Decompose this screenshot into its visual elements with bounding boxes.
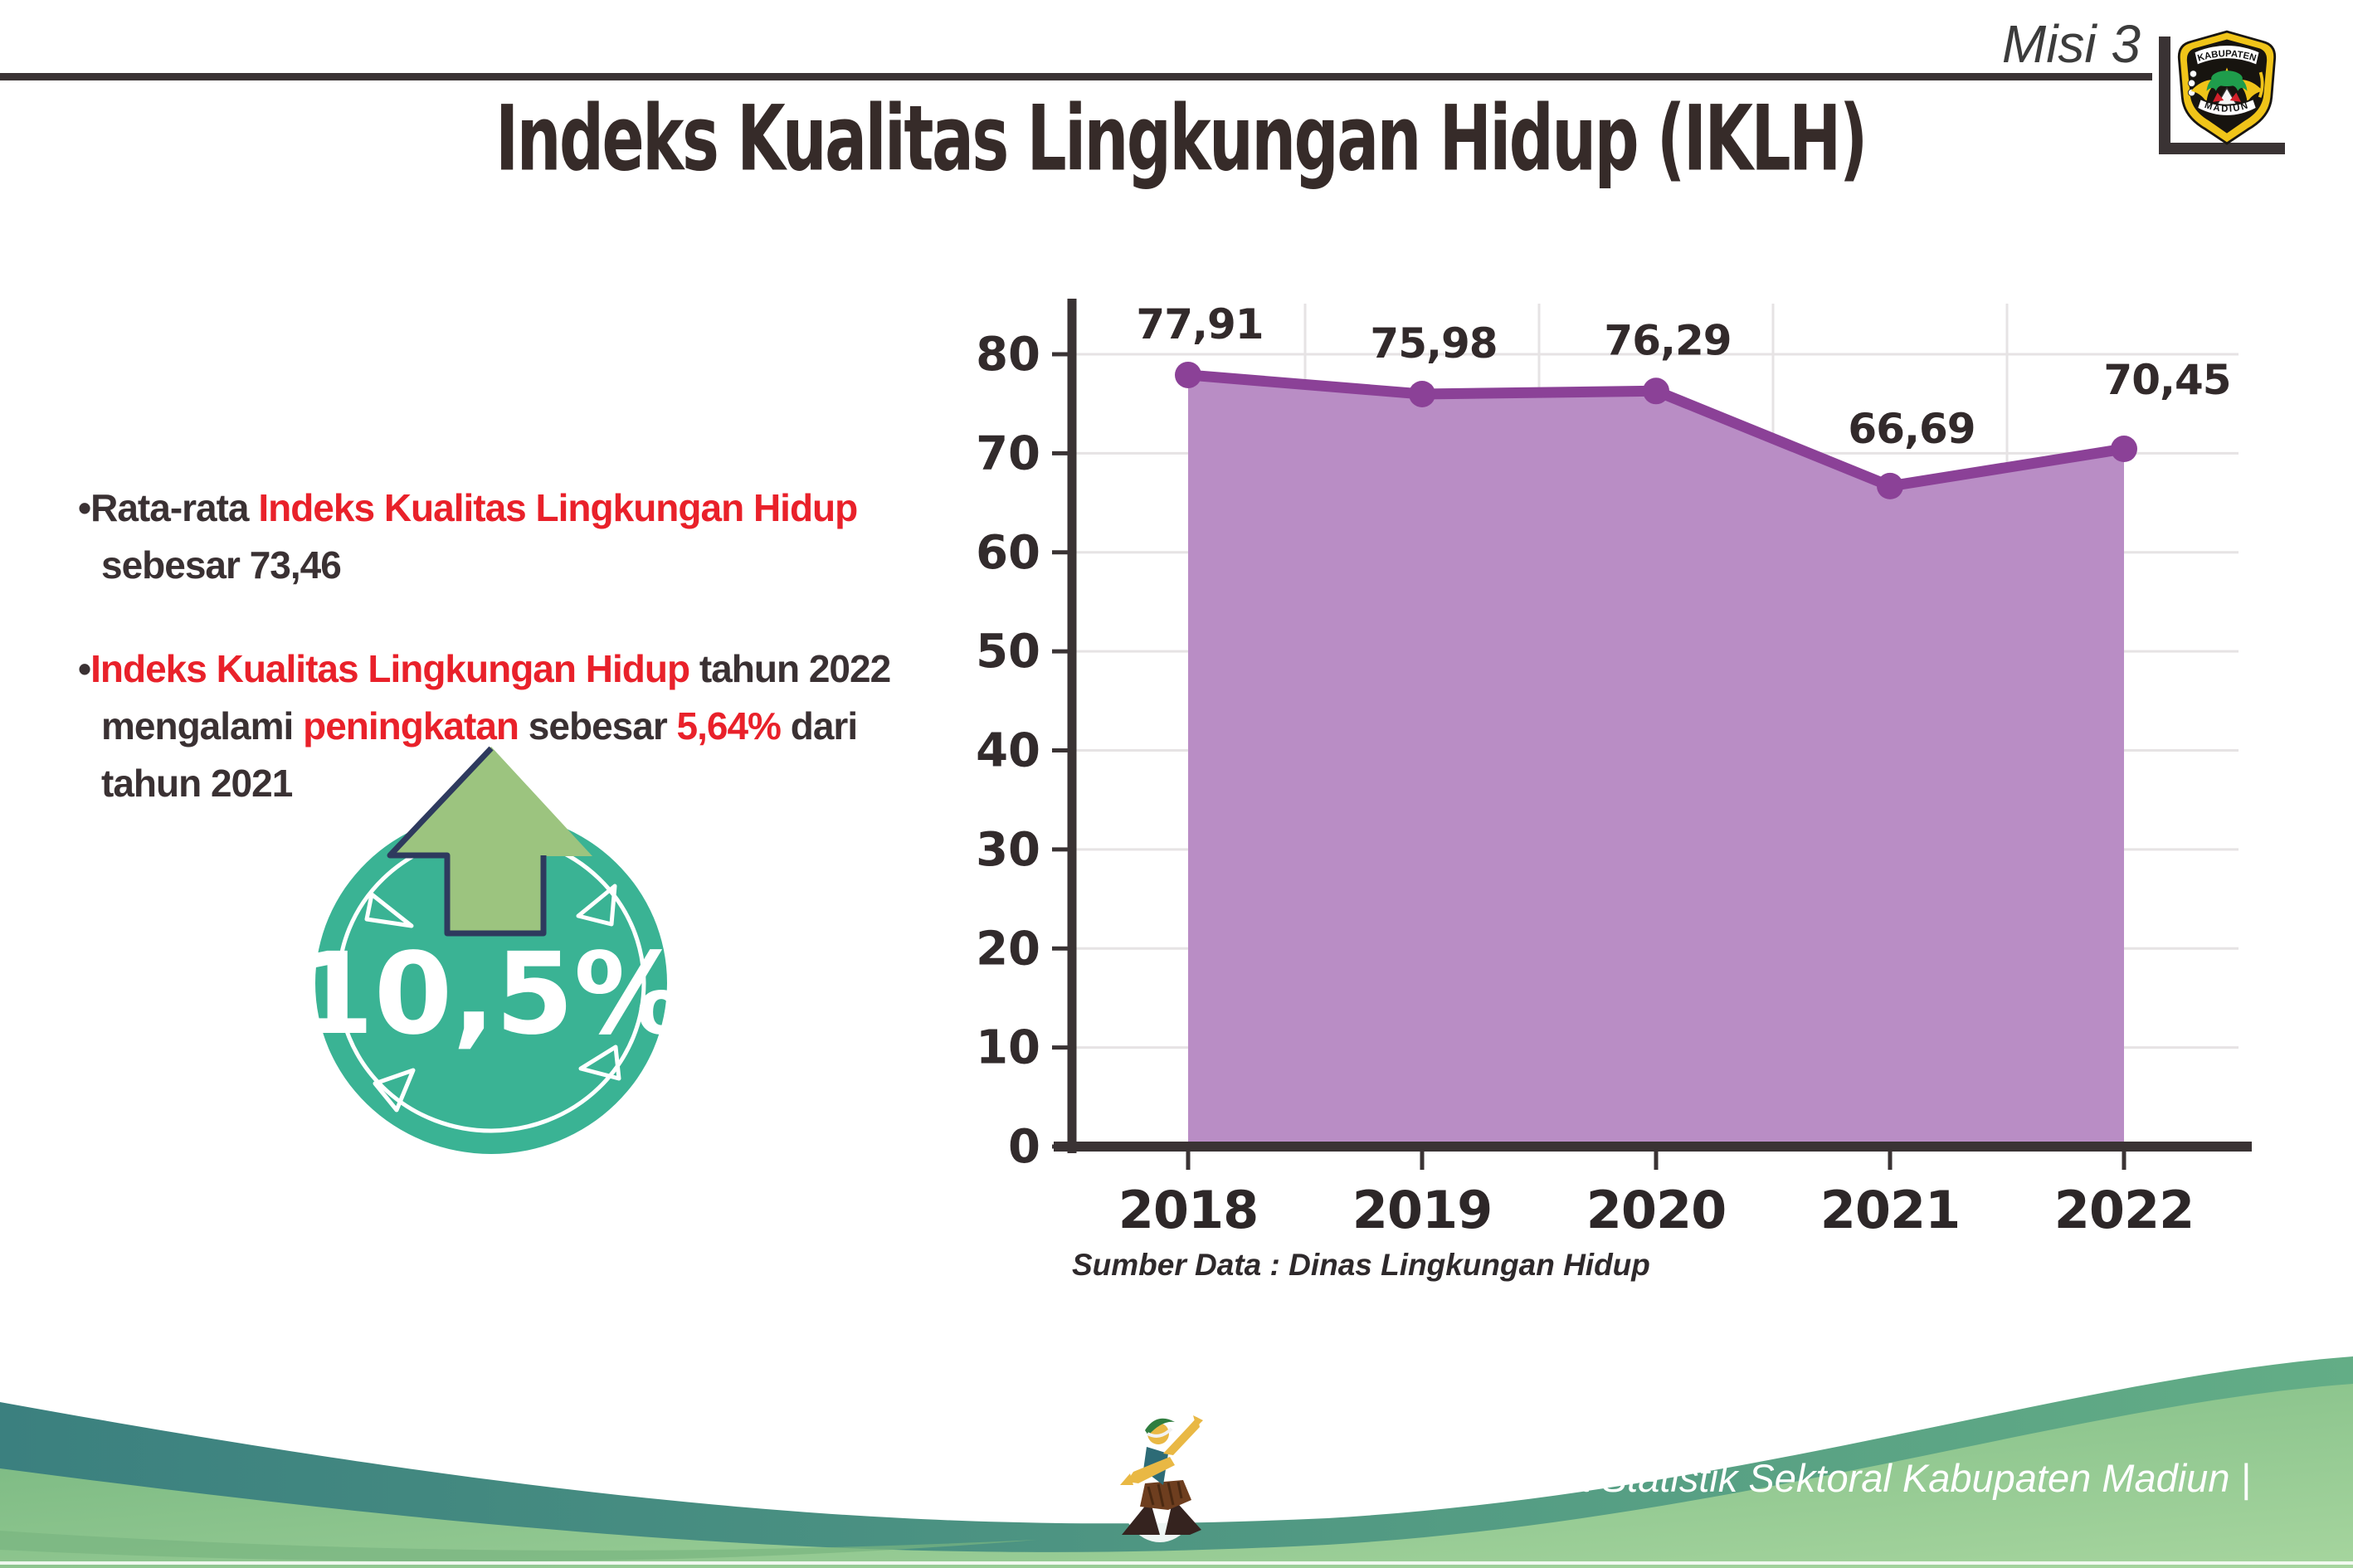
crest-wheat-icon (2258, 71, 2264, 98)
mascot-skirt-pattern (1147, 1481, 1183, 1507)
bullet-dot: • (78, 647, 91, 690)
data-point (2111, 436, 2137, 463)
footer-green-wave (0, 1384, 2353, 1568)
increase-badge: 10,5% (295, 746, 687, 1154)
bullet-segment: Indeks Kualitas Lingkungan Hidup (258, 486, 858, 529)
x-tick-label: 2019 (1352, 1180, 1493, 1240)
data-label: 75,98 (1370, 319, 1497, 368)
footer-caption: Media Infografis Data Statistik Sektoral… (1220, 1456, 2251, 1500)
bullet-segment: Rata-rata (90, 486, 259, 529)
bullet-segment: peningkatan (303, 704, 519, 747)
y-tick-label: 20 (976, 922, 1040, 976)
mascot-cross-arm (1127, 1457, 1175, 1483)
badge-triangle-icon (364, 892, 414, 928)
mascot-raised-arm (1163, 1417, 1200, 1455)
source-note: Sumber Data : Dinas Lingkungan Hidup (1072, 1248, 1650, 1282)
y-tick-label: 10 (976, 1021, 1040, 1075)
data-point (1175, 361, 1201, 388)
bullet-segment: sebesar (519, 704, 677, 747)
logo-corner-bracket-vertical (2159, 37, 2170, 154)
footer-inner-wave (0, 1531, 1037, 1562)
y-tick-label: 0 (1008, 1120, 1040, 1174)
up-arrow-outline (387, 746, 547, 937)
bullet-dot: • (78, 486, 91, 529)
crest-tree-crown (2211, 71, 2243, 87)
page-title: Indeks Kualitas Lingkungan Hidup (IKLH) (495, 86, 1868, 192)
crest-ribbon-left (2213, 92, 2224, 102)
crest-bottom-text: MADIUN (2203, 100, 2250, 114)
iklh-area-chart: 0 10 20 30 40 50 60 70 80 2018 2019 2020 2021 2022 77,… (976, 299, 2252, 1240)
kabupaten-madiun-crest: KABUPATEN MADIUN (2177, 30, 2277, 145)
data-label: 66,69 (1848, 405, 1975, 453)
y-tick-label: 40 (976, 724, 1040, 778)
bullet-segment: tahun 2022 mengalami (101, 647, 891, 747)
bullet-segment: sebesar 73,46 (101, 543, 341, 587)
badge-triangle-icon (578, 1045, 621, 1081)
badge-percentage: 10,5% (295, 929, 687, 1060)
mascot-left-leg (1122, 1500, 1160, 1535)
dancer-mascot (1118, 1415, 1206, 1542)
data-label: 70,45 (2103, 356, 2230, 404)
crest-bottom-banner (2196, 97, 2258, 117)
footer-teal-wave (0, 1356, 2353, 1557)
area-fill (1188, 374, 2124, 1147)
crest-top-text: KABUPATEN (2196, 49, 2257, 64)
mascot-cap (1145, 1418, 1175, 1435)
logo-corner-bracket-horizontal (2159, 143, 2285, 154)
y-tick-label: 60 (976, 526, 1040, 580)
crest-cotton-icon (2187, 79, 2196, 87)
bullet-item-1: •Rata-rata Indeks Kualitas Lingkungan Hi… (78, 480, 1016, 594)
x-tick-label: 2022 (2054, 1180, 2195, 1240)
y-tick-label: 80 (976, 328, 1040, 382)
x-tick-label: 2018 (1118, 1180, 1259, 1240)
data-label: 77,91 (1136, 300, 1263, 348)
data-point (1643, 377, 1669, 405)
data-point (1409, 380, 1435, 407)
mascot-headband (1147, 1427, 1173, 1438)
header-rule (0, 73, 2152, 80)
bullet-item-2: •Indeks Kualitas Lingkungan Hidup tahun … (78, 640, 1016, 812)
y-tick-label: 70 (976, 426, 1040, 480)
footer-bottom-line (0, 1561, 2353, 1565)
crest-top-banner (2193, 44, 2261, 66)
y-tick-label: 30 (976, 823, 1040, 877)
key-findings-text: •Rata-rata Indeks Kualitas Lingkungan Hi… (78, 480, 1016, 859)
x-tick-label: 2021 (1820, 1180, 1961, 1240)
footer-waves (0, 1356, 2353, 1568)
crest-cotton-icon (2189, 70, 2198, 78)
mascot-hand (1193, 1415, 1203, 1427)
y-tick-label: 50 (976, 625, 1040, 679)
mascot-hand (1120, 1473, 1133, 1485)
data-point (1877, 472, 1903, 499)
data-label: 76,29 (1604, 316, 1731, 364)
misi-label: Misi 3 (2001, 14, 2141, 74)
crest-ribbon-right (2229, 92, 2241, 102)
x-tick-label: 2020 (1586, 1180, 1727, 1240)
bullet-segment: 5,64% (676, 704, 782, 747)
badge-triangle-icon (576, 884, 617, 927)
bullet-segment: dari tahun 2021 (101, 704, 858, 805)
badge-triangle-icon (373, 1068, 416, 1113)
bullet-segment: Indeks Kualitas Lingkungan Hidup (90, 647, 690, 690)
